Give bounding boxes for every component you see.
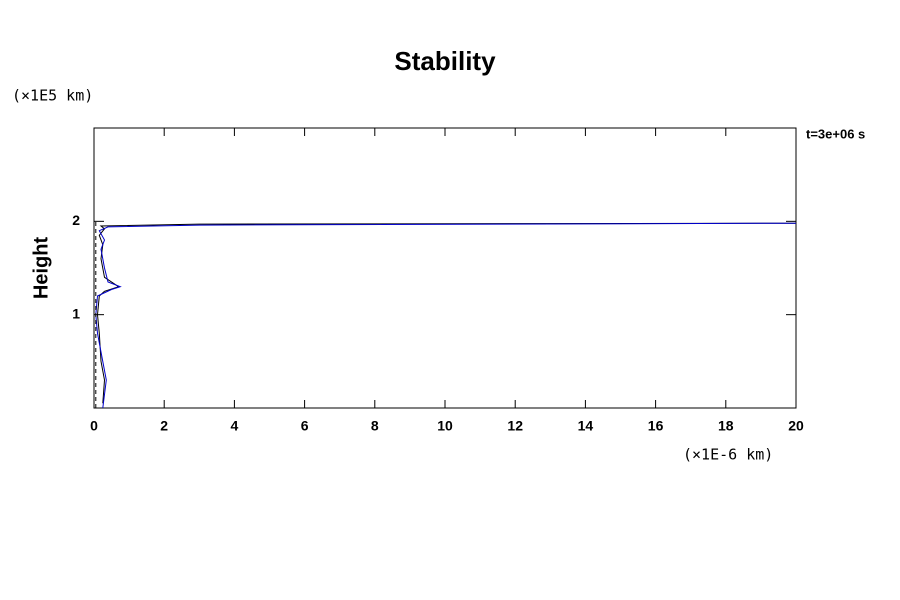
x-tick-label: 16	[648, 418, 664, 434]
x-tick-label: 10	[437, 418, 453, 434]
y-tick-label: 1	[72, 305, 80, 321]
x-tick-label: 2	[160, 418, 168, 434]
x-tick-label: 12	[507, 418, 523, 434]
y-tick-label: 2	[72, 212, 80, 228]
x-tick-label: 6	[301, 418, 309, 434]
x-unit: (×1E-6 km)	[683, 446, 773, 464]
plot-frame	[93, 127, 797, 409]
x-tick-label: 8	[371, 418, 379, 434]
profile-line	[96, 222, 797, 404]
x-tick-label: 18	[718, 418, 734, 434]
x-tick-label: 4	[231, 418, 239, 434]
x-tick-label: 0	[90, 418, 98, 434]
y-axis-label: Height	[30, 237, 52, 300]
time-annotation: t=3e+06 s	[806, 126, 865, 141]
x-tick-label: 20	[788, 418, 804, 434]
x-tick-label: 14	[578, 418, 594, 434]
y-unit: (×1E5 km)	[12, 87, 93, 105]
chart-title: Stability	[394, 46, 496, 76]
profile-line	[95, 222, 797, 409]
